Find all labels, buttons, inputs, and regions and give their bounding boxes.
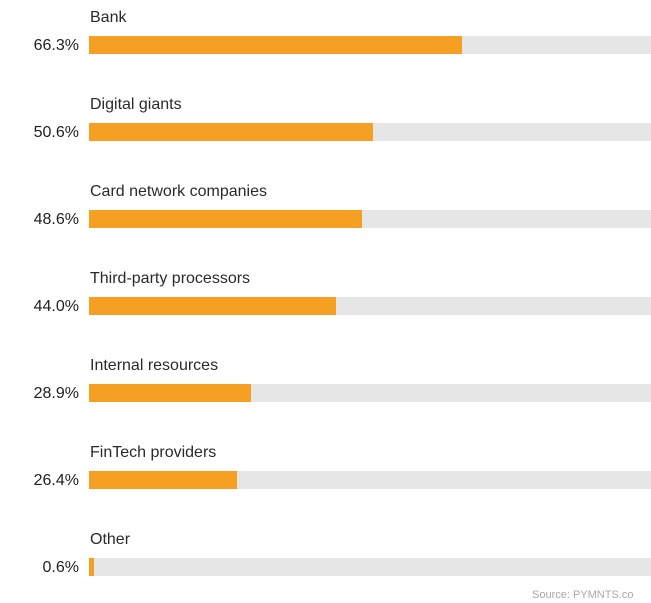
- bar-fill: [89, 210, 362, 228]
- bar-fill: [89, 36, 462, 54]
- bar-row: Digital giants 50.6%: [0, 95, 651, 155]
- value-label: 44.0%: [33, 298, 79, 315]
- value-label: 50.6%: [33, 124, 79, 141]
- category-label: Card network companies: [90, 183, 267, 200]
- bar-row: Third-party processors 44.0%: [0, 269, 651, 329]
- bar-track: [89, 297, 651, 315]
- bar-track: [89, 36, 651, 54]
- category-label: Digital giants: [90, 96, 182, 113]
- bar-row: Bank 66.3%: [0, 8, 651, 68]
- value-label: 66.3%: [33, 37, 79, 54]
- bar-row: Card network companies 48.6%: [0, 182, 651, 242]
- bar-fill: [89, 297, 336, 315]
- bar-fill: [89, 471, 237, 489]
- bar-track: [89, 210, 651, 228]
- value-label: 0.6%: [42, 559, 79, 576]
- bar-track: [89, 123, 651, 141]
- category-label: FinTech providers: [90, 444, 217, 461]
- bar-fill: [89, 123, 373, 141]
- bar-track: [89, 558, 651, 576]
- bar-track: [89, 384, 651, 402]
- category-label: Internal resources: [90, 357, 219, 374]
- bar-fill: [89, 384, 251, 402]
- category-label: Bank: [90, 9, 127, 26]
- bar-row: Internal resources 28.9%: [0, 356, 651, 416]
- value-label: 48.6%: [33, 211, 79, 228]
- bar-row: FinTech providers 26.4%: [0, 443, 651, 503]
- bar-row: Other 0.6%: [0, 530, 651, 590]
- bar-track: [89, 471, 651, 489]
- source-note: Source: PYMNTS.co: [532, 589, 634, 601]
- value-label: 28.9%: [33, 385, 79, 402]
- category-label: Third-party processors: [90, 270, 251, 287]
- category-label: Other: [90, 531, 131, 548]
- value-label: 26.4%: [33, 472, 79, 489]
- bar-fill: [89, 558, 94, 576]
